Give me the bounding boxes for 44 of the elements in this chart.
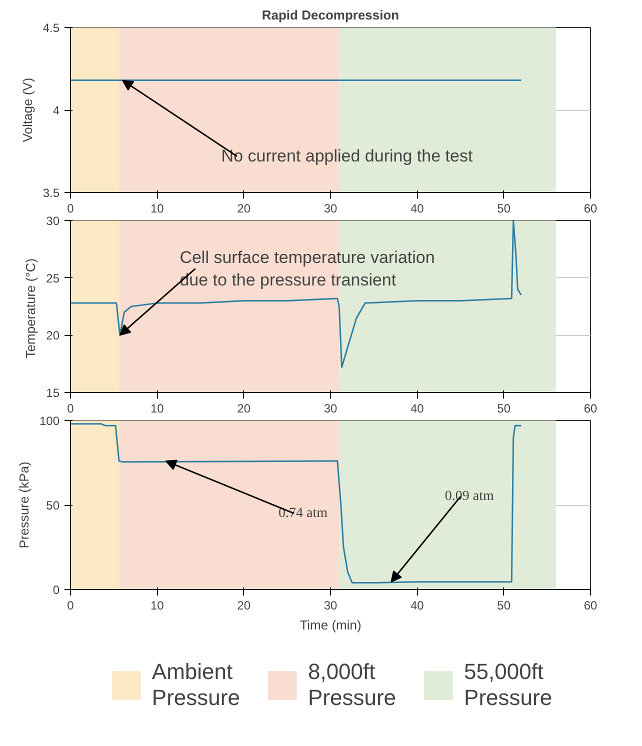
y-tick-label: 50 [46,498,60,512]
y-tick-label: 25 [46,271,60,286]
x-tick-label: 10 [150,402,164,416]
x-tick-label: 30 [324,598,338,612]
x-tick-label: 20 [237,202,251,216]
x-tick-label: 40 [410,402,424,416]
x-tick-label: 60 [584,202,598,216]
x-tick-label: 0 [67,402,74,416]
x-tick-label: 30 [324,402,338,416]
chart-title: Rapid Decompression [262,8,400,22]
x-tick-label: 20 [237,402,251,416]
x-tick-label: 50 [497,202,511,216]
y-tick-label: 20 [46,328,60,343]
x-tick-label: 60 [584,598,598,612]
y-tick-label: 30 [46,214,60,228]
y-tick-label: 15 [46,386,60,400]
line-series [70,423,522,584]
x-tick-label: 60 [584,402,598,416]
y-tick-label: 0 [52,583,60,597]
y-axis-title: Pressure (kPa) [16,462,32,548]
x-axis-title: Time (min) [300,618,362,632]
legend-label: 8,000ft Pressure [308,659,396,711]
x-tick-label: 30 [324,202,338,216]
annotation: No current applied during the test [221,146,473,166]
x-tick-label: 0 [67,202,74,216]
x-tick-label: 0 [67,598,74,612]
x-tick-label: 20 [237,598,251,612]
legend-label: 55,000ft Pressure [464,659,552,711]
x-tick-label: 40 [410,598,424,612]
x-tick-label: 50 [497,402,511,416]
y-tick-label: 3.5 [42,186,60,200]
x-tick-label: 50 [497,598,511,612]
annotation: Cell surface temperature variation due to the pressure transient [180,248,435,290]
annotation: 0.09 atm [444,489,494,504]
y-axis-title: Voltage (V) [20,78,35,142]
x-tick-label: 40 [410,202,424,216]
y-tick-label: 4.5 [42,21,60,35]
legend-label: Ambient Pressure [152,659,240,711]
x-tick-label: 10 [150,202,164,216]
y-tick-label: 4 [52,104,60,118]
y-tick-label: 100 [39,414,60,428]
x-tick-label: 10 [150,598,164,612]
line-series [70,220,522,368]
y-axis-title: Temperature (°C) [23,258,38,358]
